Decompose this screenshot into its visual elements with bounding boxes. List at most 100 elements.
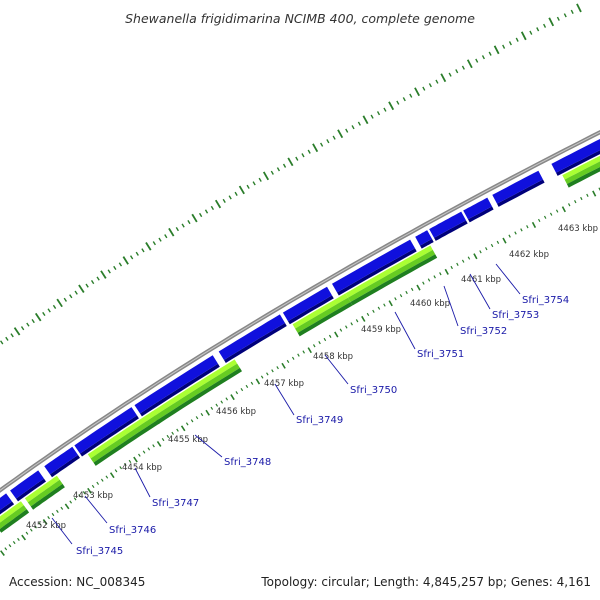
kbp-label: 4460 kbp	[410, 299, 450, 309]
cds-block[interactable]	[27, 479, 63, 507]
cds-block[interactable]	[295, 297, 351, 333]
inner-tick-mark	[87, 487, 92, 494]
inner-tick-mark	[4, 547, 8, 551]
inner-tick-mark	[166, 434, 170, 439]
inner-tick-mark	[307, 347, 312, 354]
gene-label[interactable]: Sfri_3745	[76, 546, 123, 557]
outer-tick-mark	[90, 280, 95, 285]
gene-label[interactable]: Sfri_3750	[350, 385, 397, 396]
inner-tick-mark	[276, 366, 279, 370]
gene-block[interactable]	[332, 239, 415, 293]
inner-tick-mark	[215, 403, 219, 407]
inner-tick-mark	[444, 268, 449, 275]
cds-block[interactable]	[0, 505, 27, 529]
gene-label[interactable]: Sfri_3752	[460, 326, 507, 337]
outer-tick-mark	[301, 153, 305, 158]
inner-tick-mark	[142, 450, 146, 454]
outer-tick-mark	[536, 27, 540, 32]
outer-tick-mark	[282, 163, 287, 168]
genome-summary-text: Topology: circular; Length: 4,845,257 bp…	[260, 575, 591, 589]
gene-label[interactable]: Sfri_3746	[109, 525, 156, 536]
gene-block[interactable]	[134, 355, 219, 414]
gene-label[interactable]: Sfri_3749	[296, 415, 343, 426]
inner-tick-mark	[220, 400, 224, 404]
inner-tick-mark	[109, 472, 115, 479]
outer-tick-mark	[204, 209, 209, 214]
inner-tick-mark	[250, 381, 254, 385]
inner-tick-mark	[549, 212, 553, 216]
gene-label[interactable]: Sfri_3747	[152, 498, 199, 509]
gene-block[interactable]	[492, 170, 543, 204]
kbp-label: 4459 kbp	[361, 325, 401, 335]
gene-block-shadow	[224, 323, 287, 363]
inner-tick-mark	[439, 272, 442, 276]
cds-block-top	[87, 411, 156, 459]
outer-tick-mark	[502, 44, 506, 49]
inner-tick-mark	[60, 506, 64, 510]
gene-label-leader	[51, 517, 73, 545]
inner-tick-ring	[0, 187, 600, 556]
kbp-label: 4458 kbp	[313, 352, 353, 362]
kbp-scale: 4452 kbp 4453 kbp 4454 kbp 4455 kbp 4456 kbp…	[26, 224, 598, 531]
outer-tick-mark	[113, 265, 117, 271]
gene-block[interactable]	[44, 446, 78, 475]
inner-tick-mark	[520, 228, 523, 232]
outer-tick-mark	[396, 100, 400, 105]
outer-tick-mark	[175, 227, 179, 232]
outer-tick-mark	[466, 59, 473, 69]
inner-tick-mark	[514, 231, 517, 235]
gene-block[interactable]	[218, 314, 285, 360]
inner-tick-mark	[383, 303, 386, 307]
cds-block-top	[292, 293, 348, 329]
outer-tick-mark	[515, 37, 519, 42]
inner-tick-mark	[147, 447, 151, 451]
gene-label[interactable]: Sfri_3748	[224, 457, 271, 468]
outer-tick-mark	[258, 177, 262, 182]
cds-block-top	[345, 245, 433, 298]
gene-block[interactable]	[282, 286, 332, 322]
gene-label[interactable]: Sfri_3751	[417, 349, 464, 360]
gene-label[interactable]: Sfri_3753	[492, 310, 539, 321]
inner-tick-mark	[318, 341, 321, 345]
inner-tick-mark	[586, 193, 589, 197]
outer-tick-mark	[31, 319, 35, 324]
inner-tick-mark	[394, 297, 397, 301]
inner-tick-mark	[260, 375, 264, 379]
gene-label-leader	[495, 263, 521, 295]
inner-tick-mark	[345, 325, 348, 329]
inner-tick-mark	[302, 350, 305, 354]
outer-tick-mark	[10, 333, 14, 338]
outer-tick-mark	[409, 93, 413, 98]
outer-tick-ring	[0, 3, 582, 345]
inner-tick-mark	[176, 428, 179, 432]
cds-block[interactable]	[348, 249, 436, 302]
gene-block-shadow	[337, 248, 417, 296]
gene-block[interactable]	[10, 470, 45, 499]
inner-tick-mark	[323, 337, 327, 342]
inner-tick-mark	[537, 218, 541, 223]
gene-block[interactable]	[551, 131, 600, 173]
cds-block[interactable]	[153, 363, 240, 421]
gene-block[interactable]	[0, 493, 12, 517]
outer-tick-mark	[448, 72, 452, 77]
inner-tick-mark	[592, 190, 597, 197]
outer-tick-mark	[493, 45, 500, 55]
gene-block-shadow	[16, 478, 46, 502]
cds-block[interactable]	[90, 415, 159, 463]
gene-block[interactable]	[74, 407, 137, 454]
gene-label[interactable]: Sfri_3754	[522, 295, 569, 306]
inner-tick-mark	[73, 497, 77, 501]
inner-tick-mark	[456, 262, 459, 266]
outer-tick-mark	[5, 336, 9, 341]
gene-block[interactable]	[463, 197, 492, 220]
gene-block[interactable]	[415, 230, 432, 246]
gene-block[interactable]	[429, 211, 466, 238]
cds-block-shadow	[297, 302, 353, 337]
inner-tick-mark	[240, 387, 244, 392]
inner-tick-mark	[297, 353, 300, 357]
cds-block[interactable]	[564, 149, 600, 184]
inner-tick-mark	[266, 372, 269, 376]
outer-tick-mark	[145, 242, 152, 251]
outer-tick-mark	[422, 86, 426, 91]
